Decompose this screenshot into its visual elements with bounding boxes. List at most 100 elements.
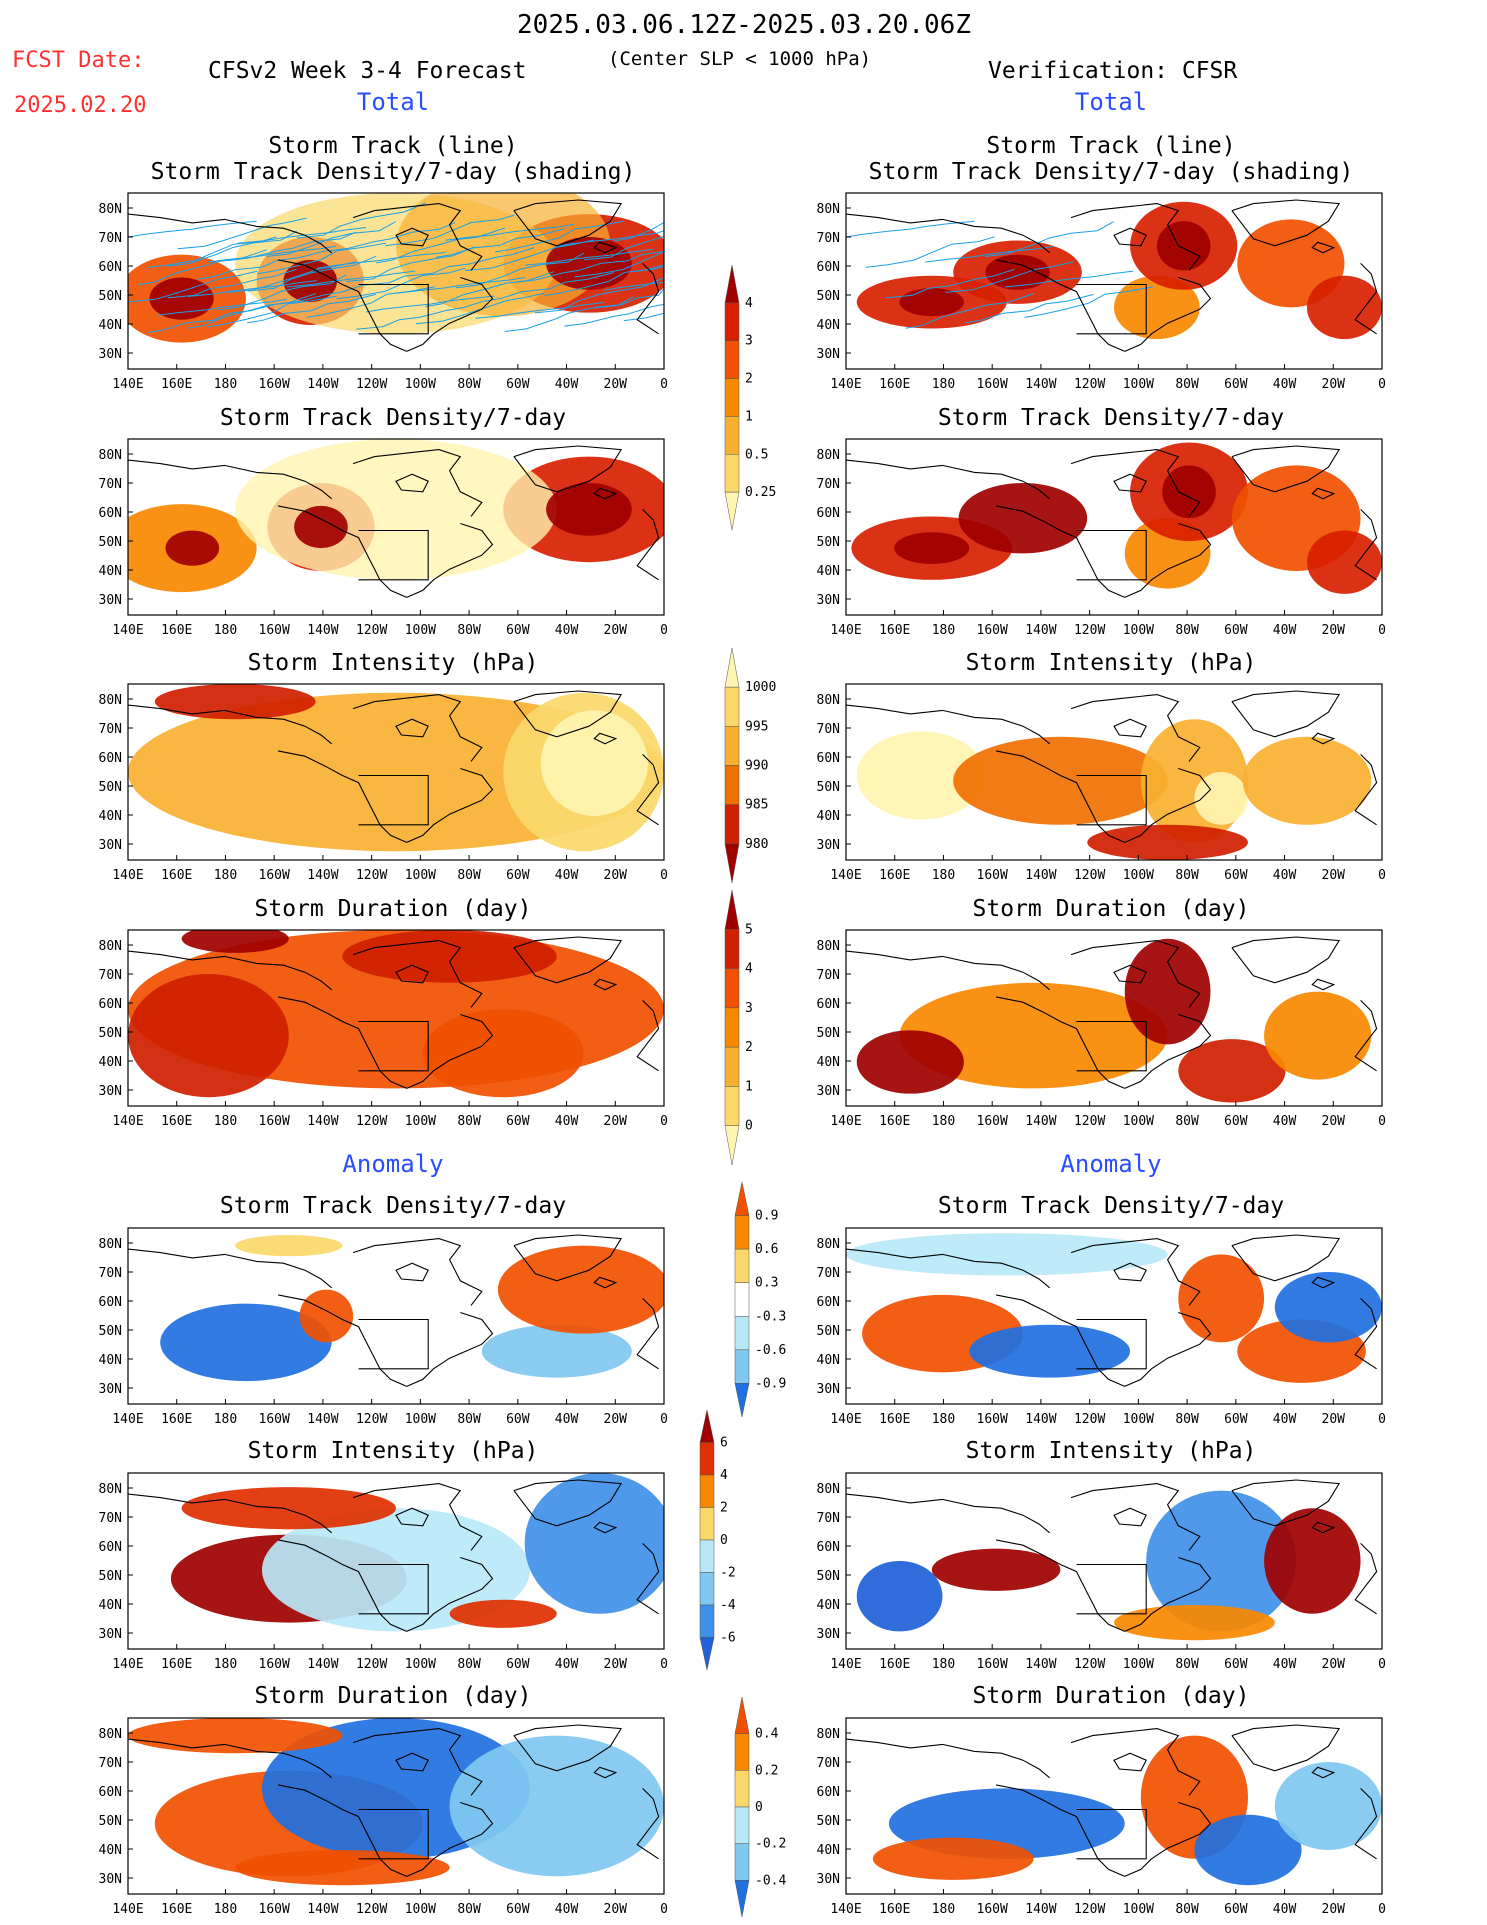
lon-tick-label: 140W xyxy=(1025,1412,1056,1427)
coastline xyxy=(1113,1507,1147,1527)
coastline xyxy=(277,750,407,843)
coastline xyxy=(128,1493,333,1534)
lon-tick-label: 20W xyxy=(604,868,628,883)
lon-tick-label: 140W xyxy=(1025,623,1056,638)
coastline xyxy=(128,704,333,745)
storm-track-line xyxy=(346,246,475,282)
lon-tick-label: 20W xyxy=(1322,377,1346,392)
lon-tick-label: 140E xyxy=(112,623,143,638)
lat-tick-label: 70N xyxy=(817,1266,840,1281)
panel-title-density-left: Storm Track Density/7-day xyxy=(219,405,567,431)
lon-tick-label: 180 xyxy=(214,1114,237,1129)
colorbar-swatch xyxy=(724,1086,740,1126)
coastline xyxy=(1311,732,1336,745)
shaded-region xyxy=(1178,1039,1286,1103)
colorbar-swatch xyxy=(699,1539,715,1573)
lat-tick-label: 70N xyxy=(99,231,122,246)
panel-title-duration-right: Storm Duration (day) xyxy=(972,896,1250,922)
storm-track-line xyxy=(197,250,327,280)
slp-condition: (Center SLP < 1000 hPa) xyxy=(608,48,872,70)
shaded-region xyxy=(128,974,289,1098)
lat-tick-label: 40N xyxy=(817,1598,840,1613)
map-panel-right-row5: 80N 70N 60N 50N 40N 30N 140E 160E 180 160W 140W 120… xyxy=(817,1227,1386,1427)
coastline xyxy=(846,1738,1051,1779)
colorbar-tick-label: 4 xyxy=(745,296,753,311)
shaded-region xyxy=(422,1009,584,1098)
lon-tick-label: 20W xyxy=(604,1114,628,1129)
lat-tick-label: 50N xyxy=(817,1814,840,1829)
lat-tick-label: 60N xyxy=(99,1295,122,1310)
lat-tick-label: 60N xyxy=(99,1785,122,1800)
lat-tick-label: 30N xyxy=(817,1382,840,1397)
storm-track-line xyxy=(495,220,624,253)
colorbar-swatch xyxy=(724,1046,740,1087)
coastline xyxy=(358,529,429,581)
colorbar-tick-label: -0.3 xyxy=(755,1309,786,1324)
lat-tick-label: 80N xyxy=(817,1237,840,1252)
lat-tick-label: 60N xyxy=(817,1540,840,1555)
lat-tick-label: 70N xyxy=(99,1511,122,1526)
storm-track-line xyxy=(885,268,1015,299)
lon-tick-label: 180 xyxy=(214,1902,237,1917)
map-panel-left-row6: 80N 70N 60N 50N 40N 30N 140E 160E 180 160W 140W 120… xyxy=(99,1472,668,1672)
lon-tick-label: 140W xyxy=(307,1114,338,1129)
lat-tick-label: 70N xyxy=(99,968,122,983)
coastline xyxy=(995,259,1125,352)
shaded-region xyxy=(953,736,1168,825)
colorbar-tick-label: -0.9 xyxy=(755,1376,786,1391)
lat-tick-label: 30N xyxy=(99,1382,122,1397)
coastline xyxy=(995,505,1125,598)
lat-tick-label: 50N xyxy=(99,1814,122,1829)
coastline xyxy=(277,996,407,1089)
coastline xyxy=(1231,936,1341,984)
coastline xyxy=(395,964,429,984)
coastline xyxy=(1354,1788,1378,1860)
lon-tick-label: 100W xyxy=(405,623,436,638)
lon-tick-label: 0 xyxy=(660,1657,668,1672)
lat-tick-label: 30N xyxy=(817,347,840,362)
shaded-region xyxy=(235,1850,450,1886)
lon-tick-label: 80W xyxy=(457,1657,481,1672)
colorbar-swatch xyxy=(724,765,740,805)
lon-tick-label: 160E xyxy=(161,1114,192,1129)
colorbar-swatch xyxy=(734,1282,750,1317)
shaded-region xyxy=(1124,938,1211,1045)
lat-tick-label: 40N xyxy=(817,1353,840,1368)
storm-track-line xyxy=(614,206,664,242)
lat-tick-label: 40N xyxy=(817,1843,840,1858)
lat-tick-label: 80N xyxy=(99,202,122,217)
lat-tick-label: 80N xyxy=(817,202,840,217)
colorbar-tick-label: 2 xyxy=(720,1501,728,1516)
lat-tick-label: 50N xyxy=(99,1569,122,1584)
shaded-region xyxy=(235,1235,343,1257)
coastline xyxy=(277,1294,407,1387)
colorbar-swatch xyxy=(724,340,740,379)
lon-tick-label: 140W xyxy=(1025,1657,1056,1672)
storm-track-line xyxy=(475,302,605,319)
coastline xyxy=(358,283,429,335)
lon-tick-label: 160W xyxy=(977,1412,1008,1427)
lon-tick-label: 140W xyxy=(307,623,338,638)
colorbar-tick-label: 3 xyxy=(745,1001,753,1016)
shaded-region xyxy=(856,1030,964,1094)
coastline xyxy=(277,259,407,352)
lon-tick-label: 40W xyxy=(555,1412,579,1427)
coastline xyxy=(1231,1479,1341,1527)
colorbar-tick-label: 2 xyxy=(745,1040,753,1055)
coastline xyxy=(1113,1262,1147,1282)
lon-tick-label: 0 xyxy=(660,1412,668,1427)
colorbar-swatch xyxy=(724,889,740,930)
storm-track-line xyxy=(514,253,644,283)
coastline xyxy=(128,1248,333,1289)
coastline xyxy=(1070,449,1201,517)
lon-tick-label: 160W xyxy=(977,377,1008,392)
coastline xyxy=(593,241,618,254)
storm-track-line xyxy=(865,236,995,268)
lon-tick-label: 60W xyxy=(1224,377,1248,392)
colorbar-swatch xyxy=(734,1248,750,1283)
lat-tick-label: 30N xyxy=(99,1084,122,1099)
colorbar-swatch xyxy=(734,1880,750,1918)
colorbar-swatch xyxy=(724,804,740,845)
lat-tick-label: 30N xyxy=(99,347,122,362)
coastline xyxy=(1354,1543,1378,1615)
